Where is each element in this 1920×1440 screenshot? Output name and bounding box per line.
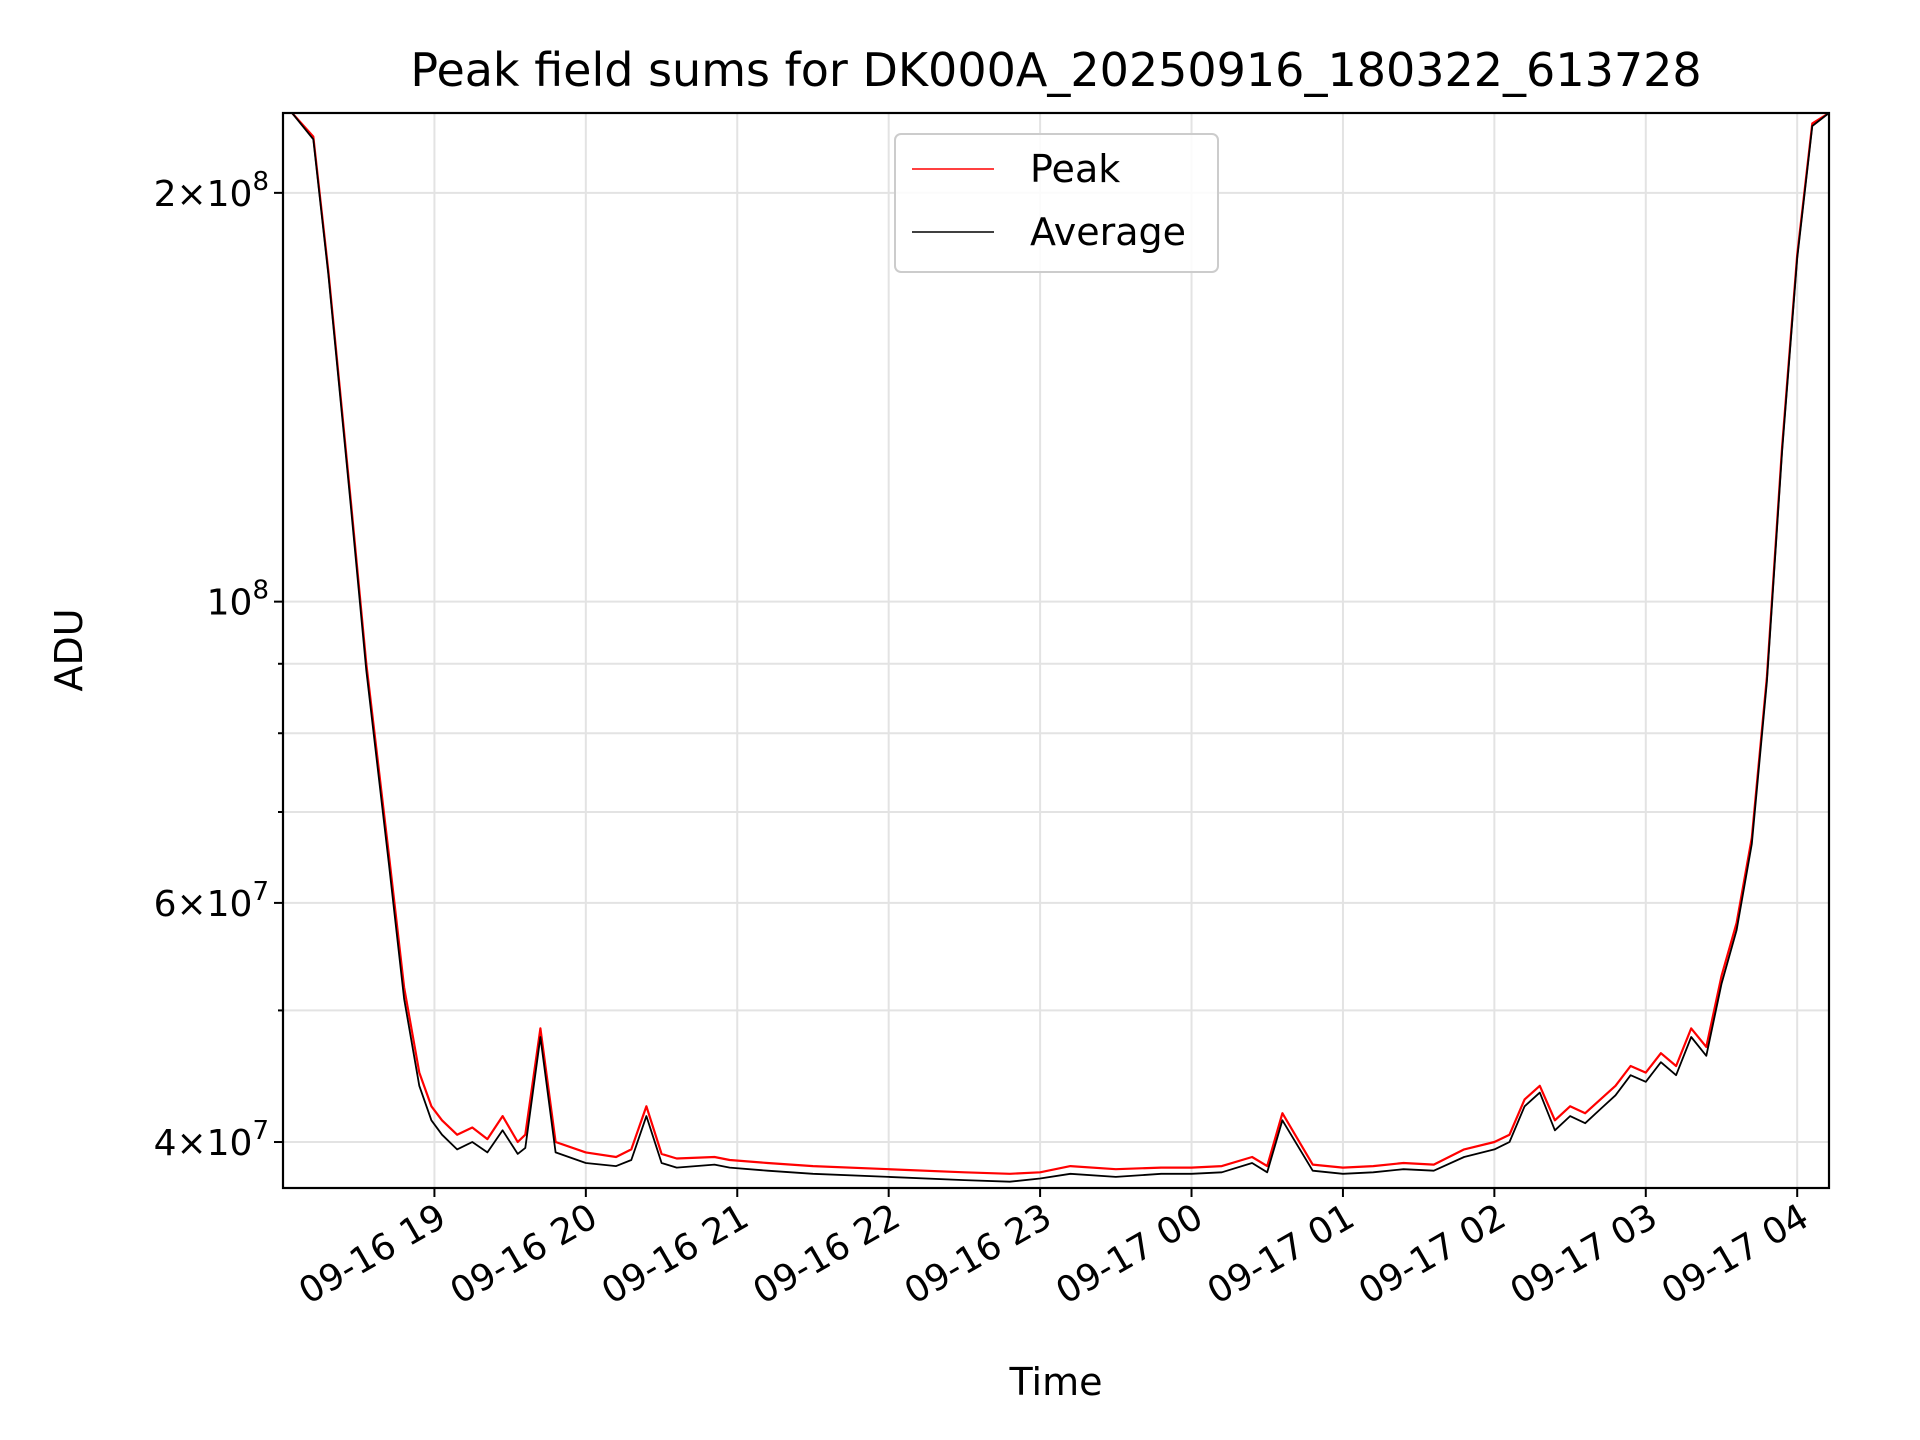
- y-axis-label: ADU: [47, 608, 91, 691]
- y-tick-label: 2×108: [154, 167, 269, 215]
- y-tick-label: 4×107: [154, 1116, 269, 1164]
- legend: Peak Average: [894, 133, 1219, 273]
- legend-label-peak: Peak: [1030, 147, 1120, 191]
- y-tick-label: 108: [207, 576, 269, 624]
- grid: [283, 113, 1829, 1188]
- series-lines: [291, 112, 1830, 1183]
- series-line-average: [291, 112, 1830, 1183]
- x-axis-label: Time: [1009, 1360, 1103, 1404]
- series-line-peak: [291, 112, 1830, 1175]
- y-axis: 4×107 6×107 108 2×108: [154, 167, 283, 1164]
- plot-frame: [281, 111, 1831, 1190]
- chart-title: Peak field sums for DK000A_20250916_1803…: [410, 43, 1701, 97]
- y-tick-label: 6×107: [154, 877, 269, 925]
- legend-label-average: Average: [1030, 210, 1186, 254]
